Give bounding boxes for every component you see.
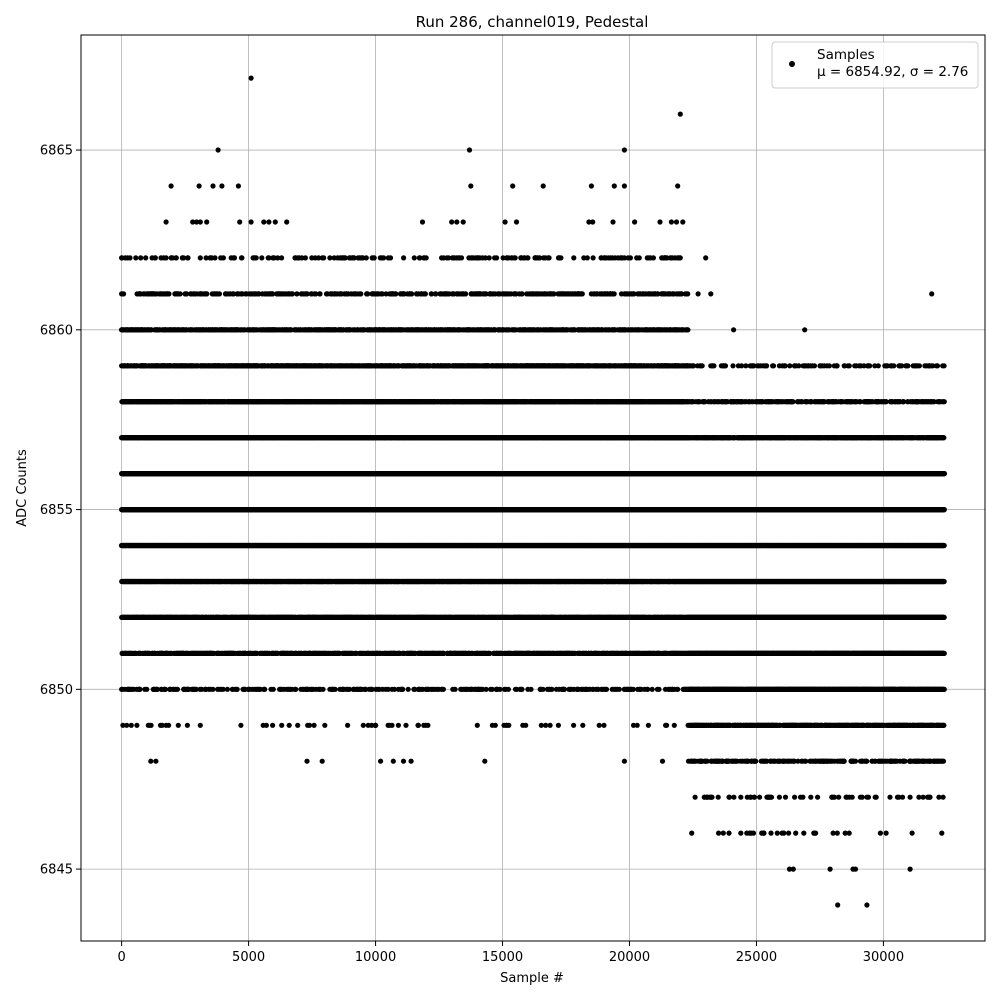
data-points [118, 75, 948, 908]
sample-point [941, 471, 948, 477]
chart-title: Run 286, channel019, Pedestal [416, 13, 649, 31]
